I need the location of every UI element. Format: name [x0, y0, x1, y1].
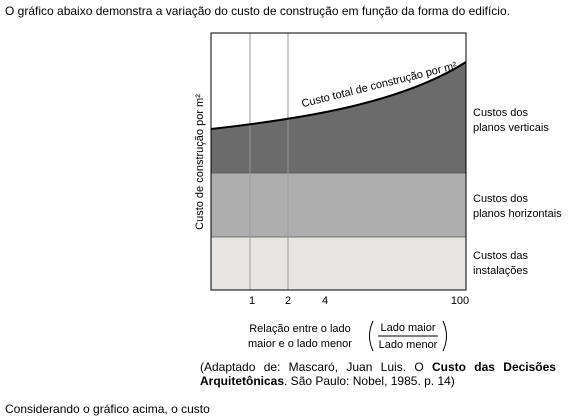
- footer-text: Considerando o gráfico acima, o custo: [5, 402, 210, 416]
- x-axis-label: maior e o lado menor: [248, 338, 352, 350]
- x-tick-label: 1: [249, 295, 255, 307]
- region-label: planos horizontais: [473, 208, 562, 220]
- region-label: planos verticais: [473, 122, 549, 134]
- caption: (Adaptado de: Mascaró, Juan Luis. O Cust…: [200, 360, 556, 388]
- x-tick-label: 2: [285, 295, 291, 307]
- fraction-denominator: Lado menor: [379, 339, 438, 351]
- region-label: Custos dos: [473, 193, 529, 205]
- installations-band: [211, 237, 466, 290]
- paren-left: [369, 320, 374, 352]
- y-axis-label: Custo de construção por m²: [194, 94, 206, 230]
- x-tick-label: 4: [322, 295, 328, 307]
- region-label: Custos dos: [473, 107, 529, 119]
- vertical-band: [211, 62, 466, 173]
- fraction-numerator: Lado maior: [380, 322, 435, 334]
- region-label: instalações: [473, 265, 529, 277]
- plot-frame: [210, 32, 467, 291]
- caption-prefix: (Adaptado de: Mascaró, Juan Luis. O: [200, 360, 432, 374]
- horizontal-band: [211, 173, 466, 237]
- region-label: Custos das: [473, 250, 529, 262]
- total-cost-curve: [210, 61, 467, 130]
- caption-title: Custo das Decisões Arquitetônicas: [200, 360, 556, 388]
- x-axis-label: Relação entre o lado: [249, 323, 351, 335]
- header-text: O gráfico abaixo demonstra a variação do…: [5, 4, 510, 18]
- x-tick-label: 100: [451, 295, 469, 307]
- paren-right: [442, 320, 447, 352]
- caption-suffix: . São Paulo: Nobel, 1985. p. 14): [284, 374, 455, 388]
